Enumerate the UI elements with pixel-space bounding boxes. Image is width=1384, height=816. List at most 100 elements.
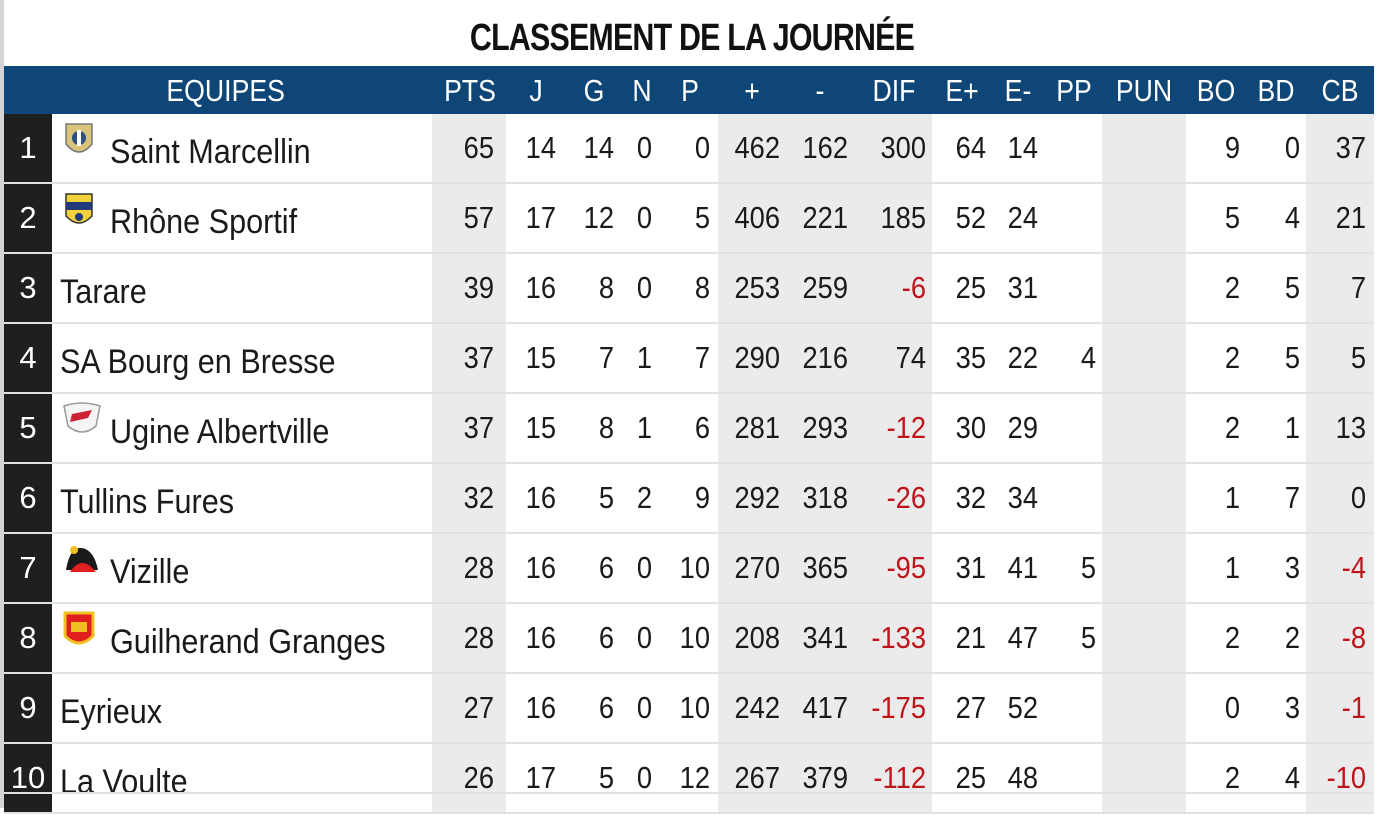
cell-dif: 185 <box>880 200 926 235</box>
cell-bd: 3 <box>1284 690 1300 725</box>
table-row: 1 Saint Marcellin 65 14 14 0 0 462 162 300 64 14 9 0 3… <box>4 114 1374 184</box>
column-shade <box>718 324 932 392</box>
rank-cell: 7 <box>4 534 52 602</box>
cell-bo: 2 <box>1224 760 1240 795</box>
column-header-1: PTS <box>444 73 496 108</box>
table-row: 8 Guilherand Granges 28 16 6 0 10 208 341 -133 21 4… <box>4 604 1374 674</box>
cell-eplus: 35 <box>955 340 986 375</box>
cell-pts: 28 <box>463 620 494 655</box>
cell-n: 1 <box>636 410 652 445</box>
cell-plus: 270 <box>734 550 780 585</box>
column-shade <box>1102 254 1186 322</box>
cell-plus: 462 <box>734 130 780 165</box>
cell-eminus: 31 <box>1007 270 1038 305</box>
cell-dif: -175 <box>871 690 926 725</box>
cell-p: 0 <box>694 130 710 165</box>
table-row: 6 Tullins Fures 32 16 5 2 9 292 318 -26 32 34 1 7 0 <box>4 464 1374 534</box>
cell-bo: 2 <box>1224 410 1240 445</box>
cell-minus: 341 <box>802 620 848 655</box>
column-shade <box>1102 114 1186 182</box>
cell-eminus: 47 <box>1007 620 1038 655</box>
column-shade <box>1102 744 1186 812</box>
cell-minus: 365 <box>802 550 848 585</box>
cell-eplus: 64 <box>955 130 986 165</box>
cell-j: 16 <box>525 620 556 655</box>
cell-pun <box>1085 254 1164 322</box>
page-title: CLASSEMENT DE LA JOURNÉE <box>469 17 915 59</box>
cell-eminus: 41 <box>1007 550 1038 585</box>
column-shade <box>432 464 506 532</box>
cell-cb: -1 <box>1341 690 1366 725</box>
column-shade <box>1102 534 1186 602</box>
cell-bd: 7 <box>1284 480 1300 515</box>
table-row: 2 Rhône Sportif 57 17 12 0 5 406 221 185 52 24 5 4 21 <box>4 184 1374 254</box>
cell-eplus: 32 <box>955 480 986 515</box>
rhone-sportif-logo-icon <box>62 190 96 230</box>
cell-bo: 1 <box>1224 480 1240 515</box>
cell-eplus: 25 <box>955 760 986 795</box>
team-name: La Voulte <box>60 763 188 801</box>
cell-minus: 221 <box>802 200 848 235</box>
cell-n: 0 <box>636 760 652 795</box>
table-body: 1 Saint Marcellin 65 14 14 0 0 462 162 300 64 14 9 0 3… <box>4 114 1374 814</box>
column-shade <box>432 604 506 672</box>
cell-minus: 259 <box>802 270 848 305</box>
cell-plus: 267 <box>734 760 780 795</box>
cell-n: 0 <box>636 270 652 305</box>
column-shade <box>718 464 932 532</box>
cell-bo: 2 <box>1224 340 1240 375</box>
cell-plus: 406 <box>734 200 780 235</box>
cell-cb: 13 <box>1335 410 1366 445</box>
column-shade <box>1306 394 1374 462</box>
cell-plus: 253 <box>734 270 780 305</box>
cell-minus: 379 <box>802 760 848 795</box>
cell-p: 10 <box>679 620 710 655</box>
cell-bo: 2 <box>1224 270 1240 305</box>
cell-eplus: 31 <box>955 550 986 585</box>
column-shade <box>1102 464 1186 532</box>
cell-j: 17 <box>525 200 556 235</box>
column-header-9: E+ <box>945 73 979 108</box>
cell-pts: 65 <box>463 130 494 165</box>
cell-eplus: 25 <box>955 270 986 305</box>
column-shade <box>718 674 932 742</box>
column-header-7: - <box>815 73 825 108</box>
rank-cell: 1 <box>4 114 52 182</box>
column-header-10: E- <box>1004 73 1032 108</box>
standings-table: EQUIPES PTS J G N P + - DIF E+ E- PP PUN BO BD CB 1 Sain… <box>4 66 1374 814</box>
column-header-14: BD <box>1257 73 1295 108</box>
cell-pts: 28 <box>463 550 494 585</box>
column-shade <box>1102 324 1186 392</box>
cell-eminus: 24 <box>1007 200 1038 235</box>
cell-g: 6 <box>598 690 614 725</box>
cell-bd: 5 <box>1284 340 1300 375</box>
cell-eminus: 52 <box>1007 690 1038 725</box>
cell-eplus: 30 <box>955 410 986 445</box>
column-shade <box>432 674 506 742</box>
cell-plus: 242 <box>734 690 780 725</box>
cell-pts: 57 <box>463 200 494 235</box>
table-bottom-border <box>4 792 1374 794</box>
column-shade <box>432 324 506 392</box>
cell-plus: 292 <box>734 480 780 515</box>
column-shade <box>1306 604 1374 672</box>
cell-p: 7 <box>694 340 710 375</box>
cell-j: 15 <box>525 340 556 375</box>
column-header-2: J <box>529 73 543 108</box>
rank-cell: 6 <box>4 464 52 532</box>
table-row: 9 Eyrieux 27 16 6 0 10 242 417 -175 27 52 0 3 -1 <box>4 674 1374 744</box>
cell-j: 14 <box>525 130 556 165</box>
column-shade <box>432 254 506 322</box>
guilherand-granges-logo-icon <box>62 610 96 650</box>
rank-cell: 10 <box>4 744 52 812</box>
cell-eminus: 34 <box>1007 480 1038 515</box>
column-header-15: CB <box>1321 73 1359 108</box>
cell-eminus: 29 <box>1007 410 1038 445</box>
cell-cb: -4 <box>1341 550 1366 585</box>
cell-p: 8 <box>694 270 710 305</box>
cell-cb: 0 <box>1350 480 1366 515</box>
column-shade <box>432 114 506 182</box>
table-row: 4 SA Bourg en Bresse 37 15 7 1 7 290 216 74 35 22 4 2… <box>4 324 1374 394</box>
cell-dif: -6 <box>901 270 926 305</box>
table-row: 5 Ugine Albertville 37 15 8 1 6 281 293 -12 30 29 2 1… <box>4 394 1374 464</box>
